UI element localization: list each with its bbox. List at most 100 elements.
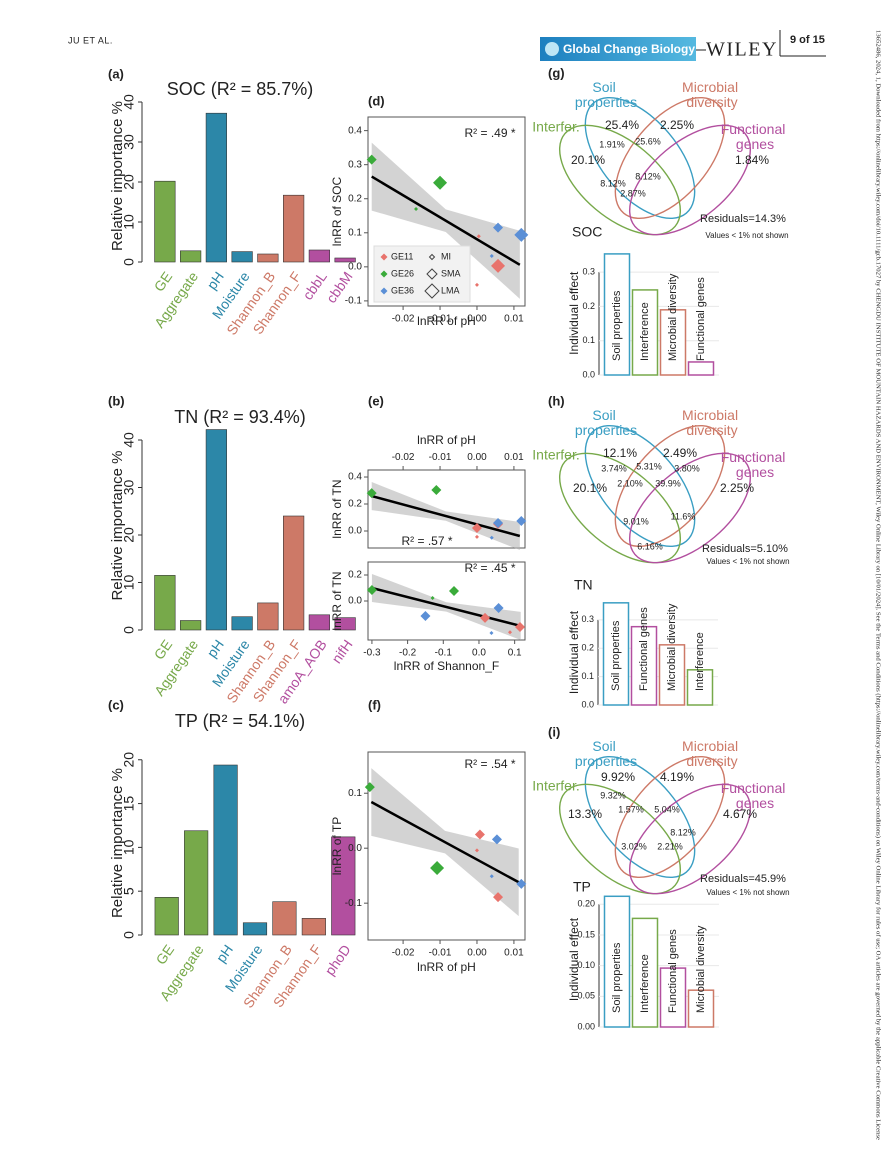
bar bbox=[205, 429, 227, 631]
y-axis-label: Relative importance % bbox=[109, 101, 126, 251]
point bbox=[433, 175, 448, 190]
bar bbox=[334, 617, 356, 631]
y-tick-label: 10 bbox=[121, 575, 137, 591]
panel-label: (h) bbox=[548, 393, 565, 408]
chart-title: TN bbox=[574, 577, 593, 593]
point bbox=[489, 535, 494, 540]
venn-set-label: Interfer. bbox=[532, 447, 579, 463]
annotation: R² = .49 * bbox=[464, 126, 515, 140]
x-axis-label: lnRR of pH bbox=[417, 960, 476, 974]
point bbox=[366, 154, 377, 165]
y-tick-label: 0.15 bbox=[577, 929, 595, 939]
fit-line bbox=[371, 586, 522, 628]
legend-label: MI bbox=[441, 251, 451, 261]
venn-set-label: Soil properties bbox=[575, 407, 637, 438]
chart-title: SOC (R² = 85.7%) bbox=[167, 79, 314, 99]
x-tick-label: -0.02 bbox=[392, 313, 415, 324]
bar bbox=[301, 918, 326, 936]
residuals: Residuals=5.10% bbox=[702, 543, 788, 555]
bar bbox=[331, 836, 356, 936]
y-tick-label: 0 bbox=[121, 931, 137, 939]
venn-region-value: 39.9% bbox=[655, 478, 681, 488]
y-tick-label: 0.2 bbox=[582, 301, 595, 311]
point bbox=[480, 612, 491, 623]
point bbox=[493, 603, 504, 614]
venn-set bbox=[614, 424, 726, 548]
bar bbox=[659, 309, 687, 376]
x-tick-label: nifH bbox=[328, 637, 355, 667]
venn-region-value: 25.6% bbox=[635, 136, 661, 146]
x-tick-label: 0.1 bbox=[508, 647, 522, 658]
journal-logo bbox=[545, 42, 559, 56]
y-tick-label: 0.2 bbox=[348, 570, 362, 581]
legend-swatch bbox=[424, 283, 440, 299]
bar bbox=[631, 289, 659, 376]
bar-label: Interference bbox=[639, 954, 651, 1013]
y-tick-label: 15 bbox=[121, 796, 137, 812]
bar bbox=[180, 620, 202, 631]
bar bbox=[154, 180, 176, 263]
point bbox=[489, 874, 494, 879]
point bbox=[366, 584, 377, 595]
y-tick-label: 0.2 bbox=[348, 193, 362, 204]
legend-label: GE26 bbox=[391, 268, 414, 278]
y-tick-label: 0.1 bbox=[348, 227, 362, 238]
bar bbox=[180, 250, 202, 263]
x-axis-label: lnRR of Shannon_F bbox=[394, 659, 499, 673]
venn-set-label: Functional genes bbox=[721, 449, 789, 480]
venn-set bbox=[614, 755, 726, 879]
running-head: JU ET AL. bbox=[68, 35, 113, 45]
x-tick-label: -0.01 bbox=[429, 452, 452, 463]
y-axis-label: lnRR of TN bbox=[330, 571, 344, 630]
venn-region-value: 2.10% bbox=[617, 478, 643, 488]
bar-label: Functional genes bbox=[667, 929, 679, 1013]
annotation: R² = .57 * bbox=[401, 534, 452, 548]
bar bbox=[334, 257, 356, 263]
venn-region-value: 2.25% bbox=[660, 118, 694, 132]
y-tick-label: 0.2 bbox=[581, 643, 594, 653]
venn-region-value: 1.84% bbox=[735, 153, 769, 167]
y-tick-label: 0.10 bbox=[577, 960, 595, 970]
venn-set bbox=[628, 783, 752, 895]
bar-label: Microbial diversity bbox=[667, 273, 679, 361]
venn-set-label: Interfer. bbox=[532, 778, 579, 794]
venn-region-value: 1.57% bbox=[618, 804, 644, 814]
venn-set bbox=[584, 424, 696, 548]
bar bbox=[659, 967, 687, 1028]
point bbox=[474, 282, 479, 287]
panel-label: (c) bbox=[108, 697, 124, 712]
point bbox=[474, 534, 479, 539]
bar bbox=[154, 897, 179, 936]
fit-line bbox=[370, 800, 520, 884]
x-tick-label: 0.00 bbox=[467, 313, 487, 324]
annotation: R² = .45 * bbox=[464, 561, 515, 575]
venn-region-value: 5.31% bbox=[636, 461, 662, 471]
y-tick-label: 20 bbox=[121, 527, 137, 543]
x-axis-label: lnRR of pH bbox=[417, 314, 476, 328]
y-tick-label: 0.0 bbox=[582, 369, 595, 379]
bar bbox=[184, 830, 209, 936]
venn-set bbox=[558, 783, 682, 895]
bar bbox=[308, 614, 330, 631]
y-tick-label: 0.0 bbox=[348, 261, 362, 272]
venn-region-value: 1.91% bbox=[599, 139, 625, 149]
point bbox=[491, 834, 502, 845]
legend-label: GE11 bbox=[391, 251, 413, 261]
chart-title: SOC bbox=[572, 224, 602, 240]
journal-name: Global Change Biology bbox=[563, 42, 695, 56]
y-axis-label: Individual effect bbox=[567, 271, 581, 355]
x-tick-label: -0.1 bbox=[435, 647, 453, 658]
annotation: R² = .54 * bbox=[464, 757, 515, 771]
x-tick-label: 0.01 bbox=[504, 452, 524, 463]
y-axis-label: lnRR of TP bbox=[330, 817, 344, 875]
x-tick-label: -0.3 bbox=[363, 647, 381, 658]
venn-set bbox=[558, 124, 682, 236]
venn-region-value: 25.4% bbox=[605, 118, 639, 132]
bar bbox=[154, 575, 176, 631]
venn-set bbox=[558, 452, 682, 564]
point bbox=[420, 610, 431, 621]
point bbox=[493, 892, 504, 903]
venn-set bbox=[584, 755, 696, 879]
residuals: Residuals=14.3% bbox=[700, 213, 786, 225]
point bbox=[516, 878, 527, 889]
